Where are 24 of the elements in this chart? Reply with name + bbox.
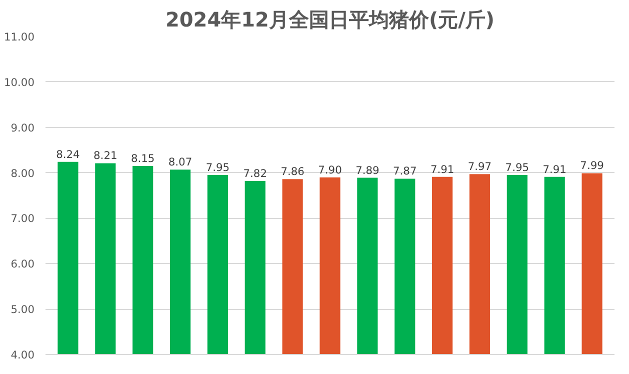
data-label: 7.87 xyxy=(393,164,417,178)
chart-title: 2024年12月全国日平均猪价(元/斤) xyxy=(165,8,495,32)
y-tick-label: 11.00 xyxy=(4,30,35,44)
data-label: 7.95 xyxy=(206,161,230,174)
data-label: 7.86 xyxy=(280,165,305,178)
data-label: 7.97 xyxy=(468,160,492,174)
data-label: 8.07 xyxy=(168,156,192,169)
data-label: 7.91 xyxy=(430,162,454,176)
y-tick-label: 7.00 xyxy=(10,212,35,226)
y-tick-label: 4.00 xyxy=(10,348,35,362)
data-label: 7.82 xyxy=(243,166,268,180)
data-label: 7.95 xyxy=(505,161,530,174)
data-label: 8.15 xyxy=(130,152,155,165)
data-label: 7.91 xyxy=(542,162,566,176)
y-tick-label: 5.00 xyxy=(10,303,35,316)
data-label: 7.99 xyxy=(580,159,604,172)
data-label: 7.90 xyxy=(318,163,342,176)
y-tick-label: 8.00 xyxy=(10,166,35,180)
y-tick-label: 6.00 xyxy=(10,258,35,271)
y-tick-label: 9.00 xyxy=(10,121,35,134)
data-label: 8.24 xyxy=(56,148,80,161)
data-label: 8.21 xyxy=(94,149,118,162)
y-tick-label: 10.00 xyxy=(4,76,35,89)
data-label: 7.89 xyxy=(356,164,380,177)
